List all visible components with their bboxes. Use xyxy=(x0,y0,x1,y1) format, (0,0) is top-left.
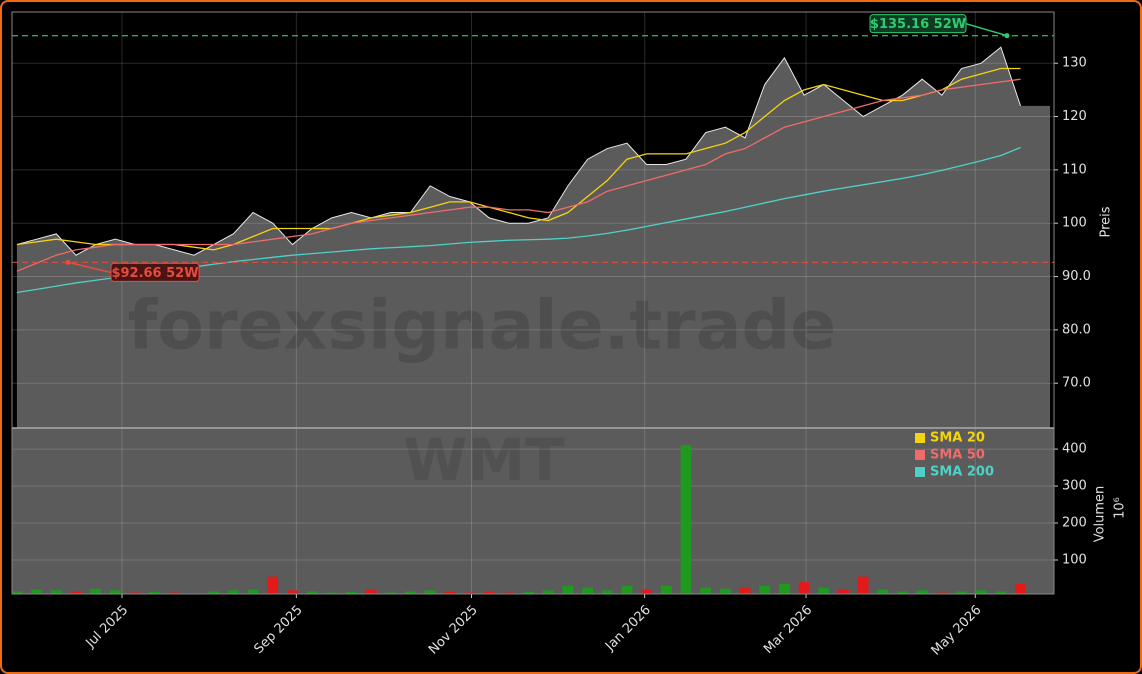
volume-bar xyxy=(739,587,751,594)
legend-swatch xyxy=(915,450,925,460)
volume-exponent: 10⁶ xyxy=(1113,497,1128,519)
volume-bar xyxy=(798,582,810,594)
volume-bar xyxy=(365,589,377,594)
volume-bar xyxy=(877,589,889,594)
annotation-label: $92.66 52W xyxy=(111,266,198,281)
volume-bar xyxy=(267,576,279,594)
volume-bar xyxy=(818,587,830,594)
volume-bar xyxy=(660,585,672,594)
y-axis-label: Preis xyxy=(1099,206,1114,237)
volume-bar xyxy=(562,585,574,594)
volume-bar xyxy=(129,592,141,594)
volume-bar xyxy=(956,591,967,594)
volume-bar xyxy=(1015,584,1026,594)
legend-label: SMA 200 xyxy=(930,465,994,480)
y-tick-label: 200 xyxy=(1062,516,1087,531)
volume-bar xyxy=(621,585,633,594)
annotation-arrow xyxy=(67,261,112,274)
volume-bar xyxy=(700,587,712,594)
price-area xyxy=(16,47,1051,428)
volume-bar xyxy=(208,591,220,594)
volume-bar xyxy=(31,589,43,594)
x-tick-label: Jan 2026 xyxy=(602,603,654,655)
y-tick-label: 100 xyxy=(1062,216,1087,231)
volume-bar xyxy=(995,591,1007,594)
volume-bar xyxy=(582,587,594,594)
volume-bar xyxy=(405,591,416,594)
volume-bar xyxy=(857,576,869,594)
volume-bar xyxy=(11,591,23,594)
sma-line xyxy=(16,78,1021,272)
watermark: forexsignale.trade xyxy=(128,287,837,366)
volume-bar xyxy=(90,588,102,594)
volume-bar xyxy=(424,590,436,594)
volume-bar xyxy=(680,445,692,594)
volume-bar xyxy=(601,590,613,594)
volume-panel xyxy=(12,428,1054,594)
volume-bar xyxy=(759,585,771,594)
x-tick-label: May 2026 xyxy=(929,603,985,659)
volume-bar xyxy=(70,591,82,594)
x-tick-label: Mar 2026 xyxy=(761,603,815,657)
volume-bar xyxy=(897,591,908,594)
volume-bar xyxy=(483,591,495,594)
volume-bar xyxy=(50,590,62,594)
annotation-label: $135.16 52W xyxy=(870,17,966,32)
y-tick-label: 80.0 xyxy=(1062,322,1091,337)
volume-bar xyxy=(385,592,397,594)
volume-bar xyxy=(168,592,180,594)
volume-bar xyxy=(444,591,456,594)
annotation-box xyxy=(110,262,200,282)
volume-bar xyxy=(975,590,987,594)
volume-bar xyxy=(503,592,515,594)
volume-bar xyxy=(778,584,790,594)
y-tick-label: 110 xyxy=(1062,162,1087,177)
volume-bar xyxy=(326,592,338,594)
annotation-arrow-head xyxy=(1004,33,1010,39)
volume-bar xyxy=(719,588,731,594)
y-tick-label: 90.0 xyxy=(1062,269,1091,284)
volume-bar xyxy=(346,591,357,594)
axes-frame xyxy=(11,11,1055,595)
legend-swatch xyxy=(915,467,925,477)
y-tick-label: 120 xyxy=(1062,109,1087,124)
volume-bar xyxy=(227,590,239,594)
y-tick-label: 300 xyxy=(1062,479,1087,494)
x-tick-label: Sep 2025 xyxy=(251,603,305,657)
x-tick-label: Nov 2025 xyxy=(426,603,481,658)
volume-bar xyxy=(916,590,928,594)
volume-bar xyxy=(109,590,121,594)
symbol-watermark: WMT xyxy=(403,426,565,494)
annotation-arrow xyxy=(965,22,1008,37)
y-tick-label: 100 xyxy=(1062,552,1087,567)
volume-bar xyxy=(838,589,849,594)
y-tick-label: 70.0 xyxy=(1062,376,1091,391)
volume-bar xyxy=(523,591,534,594)
volume-axis-label: Volumen xyxy=(1093,486,1108,543)
legend-label: SMA 50 xyxy=(930,448,985,463)
volume-bar xyxy=(542,590,554,594)
volume-bar xyxy=(464,592,475,594)
annotation-arrow-head xyxy=(65,259,71,265)
legend-swatch xyxy=(915,433,925,443)
y-tick-label: 400 xyxy=(1062,442,1087,457)
x-tick-label: Jul 2025 xyxy=(83,603,132,652)
legend-label: SMA 20 xyxy=(930,431,985,446)
volume-bar xyxy=(287,590,298,594)
volume-bar xyxy=(306,591,318,594)
volume-bar xyxy=(247,589,259,594)
sma-line xyxy=(16,67,1021,251)
volume-bar xyxy=(936,592,948,594)
volume-bar xyxy=(641,589,653,594)
annotation-box xyxy=(869,14,967,34)
volume-bar xyxy=(149,591,161,594)
y-tick-label: 130 xyxy=(1062,56,1087,71)
